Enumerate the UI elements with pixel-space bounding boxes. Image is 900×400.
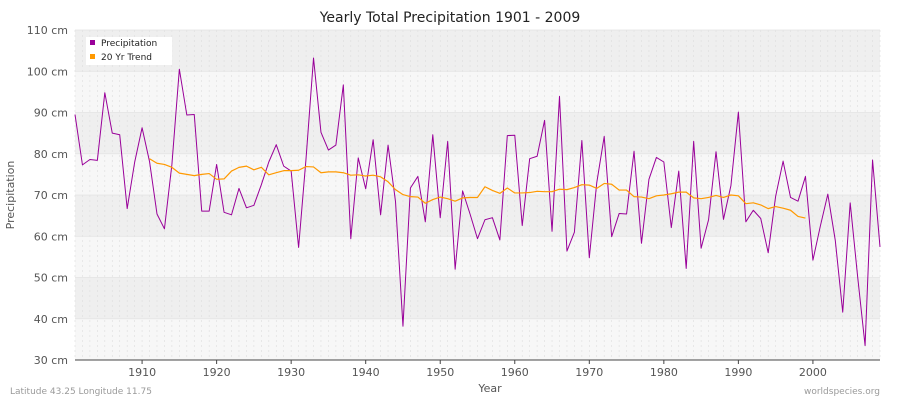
- x-tick-label: 1980: [650, 366, 678, 379]
- chart-title: Yearly Total Precipitation 1901 - 2009: [319, 10, 581, 26]
- y-tick-label: 30 cm: [34, 354, 68, 367]
- x-tick-label: 1930: [277, 366, 305, 379]
- footer-coordinates: Latitude 43.25 Longitude 11.75: [10, 387, 152, 397]
- y-tick-label: 80 cm: [34, 148, 68, 161]
- y-tick-label: 70 cm: [34, 189, 68, 202]
- plot-band: [75, 153, 880, 195]
- legend-label-precipitation: Precipitation: [101, 39, 157, 49]
- legend-swatch-precipitation: [90, 40, 95, 45]
- x-axis-label: Year: [477, 382, 502, 395]
- footer-source: worldspecies.org: [804, 387, 880, 397]
- y-tick-label: 50 cm: [34, 272, 68, 285]
- x-tick-label: 1920: [203, 366, 231, 379]
- x-tick-label: 1950: [426, 366, 454, 379]
- precipitation-line: [74, 57, 881, 347]
- x-tick-label: 1910: [128, 366, 156, 379]
- horizontal-gridlines: [75, 29, 880, 361]
- y-axis-label: Precipitation: [4, 161, 17, 230]
- y-tick-label: 40 cm: [34, 313, 68, 326]
- series-layer: [74, 57, 881, 347]
- x-tick-label: 1940: [352, 366, 380, 379]
- y-tick-label: 90 cm: [34, 107, 68, 120]
- x-tick-label: 1970: [575, 366, 603, 379]
- x-tick-label: 2000: [799, 366, 827, 379]
- x-tick-labels: 1910 1920 1930 1940 1950 1960 1970 1980 1990 2000: [128, 360, 827, 379]
- plot-band: [75, 277, 880, 319]
- y-tick-label: 100 cm: [27, 65, 68, 78]
- legend-swatch-trend: [90, 54, 95, 59]
- y-tick-label: 110 cm: [27, 24, 68, 37]
- legend-box: [86, 37, 172, 65]
- y-tick-label: 60 cm: [34, 230, 68, 243]
- trend-line: [149, 158, 806, 219]
- plot-band: [75, 318, 880, 360]
- y-tick-labels: 30 cm 40 cm 50 cm 60 cm 70 cm 80 cm 90 cm 100 c…: [27, 24, 68, 367]
- x-tick-label: 1990: [724, 366, 752, 379]
- legend: Precipitation 20 Yr Trend: [86, 37, 172, 65]
- legend-label-trend: 20 Yr Trend: [101, 53, 152, 63]
- x-tick-label: 1960: [501, 366, 529, 379]
